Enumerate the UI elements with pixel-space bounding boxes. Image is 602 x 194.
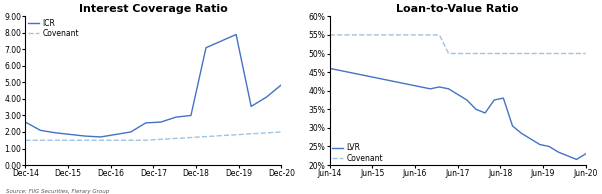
LVR [500, 97, 507, 99]
ICR [127, 131, 134, 133]
LVR [381, 78, 388, 81]
ICR [82, 135, 89, 137]
ICR [157, 121, 164, 123]
ICR [142, 122, 149, 124]
Covenant [436, 34, 443, 36]
ICR [217, 40, 225, 42]
ICR [22, 121, 29, 123]
ICR [247, 105, 255, 107]
ICR [278, 84, 285, 86]
Title: Interest Coverage Ratio: Interest Coverage Ratio [79, 4, 228, 14]
ICR [232, 33, 240, 36]
ICR [262, 96, 270, 98]
LVR [509, 125, 516, 127]
LVR [445, 88, 452, 90]
LVR [536, 143, 544, 146]
ICR [187, 114, 194, 117]
ICR [52, 132, 59, 134]
LVR [362, 75, 370, 77]
LVR [399, 82, 406, 84]
ICR [202, 47, 209, 49]
Legend: ICR, Covenant: ICR, Covenant [28, 19, 79, 38]
LVR [353, 73, 361, 75]
LVR [545, 145, 553, 148]
Covenant [582, 52, 589, 55]
Covenant [142, 139, 149, 141]
LVR [527, 138, 535, 140]
LVR [554, 151, 562, 153]
ICR [37, 129, 44, 132]
LVR [372, 76, 379, 79]
LVR [473, 108, 480, 110]
LVR [463, 99, 470, 101]
Covenant [278, 131, 285, 133]
LVR [390, 80, 397, 83]
ICR [172, 116, 179, 118]
ICR [67, 133, 74, 136]
Text: Source: FIIG Securities, Flerary Group: Source: FIIG Securities, Flerary Group [6, 189, 110, 194]
LVR [427, 88, 434, 90]
Covenant [22, 139, 29, 141]
ICR [112, 133, 119, 136]
LVR [454, 93, 461, 96]
Covenant [326, 34, 334, 36]
Legend: LVR, Covenant: LVR, Covenant [332, 143, 383, 163]
LVR [326, 67, 334, 69]
Line: LVR: LVR [330, 68, 586, 159]
Line: Covenant: Covenant [330, 35, 586, 54]
LVR [518, 132, 526, 135]
LVR [418, 86, 425, 88]
ICR [97, 136, 104, 138]
LVR [491, 99, 498, 101]
LVR [408, 84, 415, 86]
LVR [573, 158, 580, 161]
LVR [436, 86, 443, 88]
LVR [344, 71, 352, 73]
LVR [482, 112, 489, 114]
LVR [563, 155, 571, 157]
Line: ICR: ICR [25, 35, 281, 137]
LVR [335, 69, 343, 71]
Line: Covenant: Covenant [25, 132, 281, 140]
LVR [582, 153, 589, 155]
Title: Loan-to-Value Ratio: Loan-to-Value Ratio [397, 4, 519, 14]
Covenant [445, 52, 452, 55]
